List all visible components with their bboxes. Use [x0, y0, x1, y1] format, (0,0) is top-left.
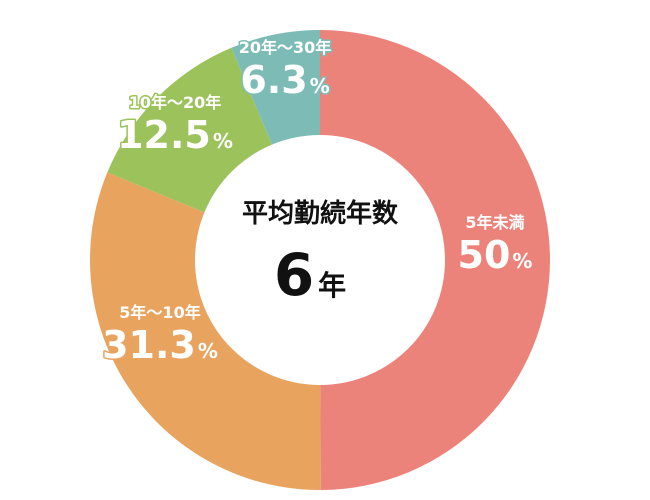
label-10-20-category: 10年～20年	[129, 93, 222, 112]
label-lt-5-value: 50%	[458, 233, 533, 277]
center-value: 6	[274, 241, 314, 309]
donut-hole	[195, 135, 445, 385]
label-5-10-value: 31.3%	[102, 323, 218, 367]
center-title: 平均勤続年数	[242, 198, 399, 229]
label-20-30-category: 20年～30年	[239, 38, 332, 57]
label-lt-5-category: 5年未満	[465, 213, 524, 232]
center-unit: 年	[318, 269, 346, 302]
label-20-30-value: 6.3%	[240, 58, 329, 102]
label-5-10-category: 5年～10年	[119, 303, 200, 322]
label-10-20-value: 12.5%	[117, 113, 233, 157]
